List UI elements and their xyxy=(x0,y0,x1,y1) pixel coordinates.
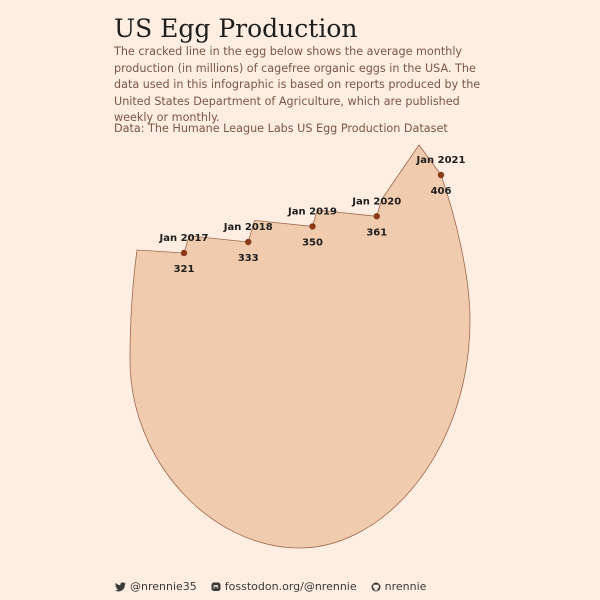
data-label: 350 xyxy=(302,237,323,248)
x-tick-label: Jan 2019 xyxy=(287,206,337,217)
github-icon xyxy=(371,582,381,592)
x-tick-label: Jan 2021 xyxy=(416,155,466,166)
mastodon-handle[interactable]: fosstodon.org/@nrennie xyxy=(224,580,357,593)
chart-title: US Egg Production xyxy=(114,14,358,43)
mastodon-icon xyxy=(211,582,221,592)
data-point xyxy=(373,213,380,220)
data-label: 321 xyxy=(174,264,195,275)
data-label: 333 xyxy=(238,253,259,264)
chart-subtitle: The cracked line in the egg below shows … xyxy=(114,45,481,124)
data-label: 406 xyxy=(431,186,452,197)
data-label: 361 xyxy=(366,227,387,238)
twitter-icon xyxy=(115,581,126,592)
data-point xyxy=(180,249,188,257)
x-tick-label: Jan 2020 xyxy=(351,196,401,207)
x-tick-label: Jan 2018 xyxy=(223,222,273,233)
data-point xyxy=(437,171,445,179)
data-point xyxy=(309,223,316,230)
x-tick-label: Jan 2017 xyxy=(159,233,209,244)
twitter-handle[interactable]: @nrennie35 xyxy=(130,580,197,593)
github-handle[interactable]: nrennie xyxy=(384,580,427,593)
data-source: Data: The Humane League Labs US Egg Prod… xyxy=(114,122,448,135)
data-point xyxy=(245,238,252,246)
data-points: Jan 2017 321 Jan 2018 333 Jan 2019 350 Jan 202… xyxy=(159,155,466,275)
social-caption: @nrennie35 fosstodon.org/@nrennie nrenni… xyxy=(115,580,426,593)
